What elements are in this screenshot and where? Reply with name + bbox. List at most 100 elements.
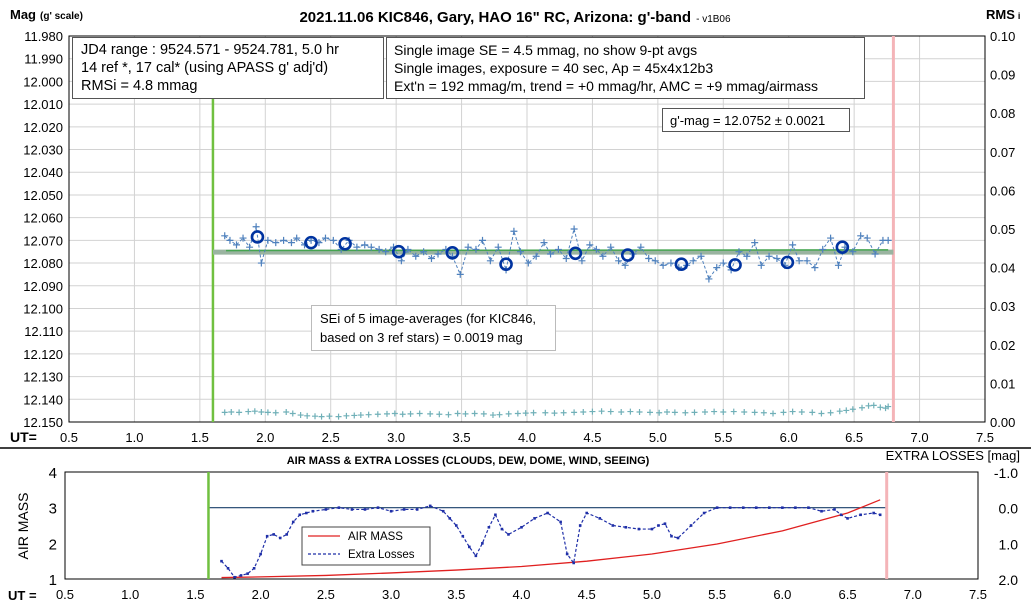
single-image-point [464, 243, 472, 251]
extra-losses-point [239, 574, 243, 577]
rmsi-point [542, 409, 549, 416]
y2-tick-label: 0.01 [990, 376, 1015, 391]
rmsi-point [374, 411, 381, 418]
single-image-point [226, 236, 234, 244]
rmsi-point [462, 410, 469, 417]
single-image-point [562, 255, 570, 263]
y-axis-label-sub: (g' scale) [40, 11, 83, 22]
rmsi-point [551, 410, 558, 417]
single-image-point [689, 257, 697, 265]
airmass-line [221, 499, 881, 579]
rmsi-point [730, 408, 737, 415]
y-tick-label-bottom: 1 [49, 572, 57, 589]
x-tick-label-bottom: 2.0 [252, 587, 270, 602]
plot-frame [68, 35, 986, 423]
gmag-box: g'-mag = 12.0752 ± 0.0021 [662, 108, 850, 132]
y-tick-label: 12.110 [24, 324, 63, 339]
extra-losses-point [846, 517, 849, 520]
rmsi-point [865, 402, 872, 409]
extra-losses-point [389, 509, 393, 513]
rmsi-point [318, 413, 325, 420]
rmsi-point [877, 404, 884, 411]
single-image-point [272, 239, 280, 247]
single-image-point [367, 243, 375, 251]
extra-losses-point [565, 552, 569, 556]
y2-tick-label: 0.02 [990, 338, 1015, 353]
rmsi-point [343, 412, 350, 419]
single-image-point [834, 261, 842, 269]
extra-losses-point [298, 513, 302, 517]
extra-losses-point [572, 561, 575, 565]
chart-title-main: 2021.11.06 KIC846, Gary, HAO 16" RC, Ari… [299, 9, 691, 26]
single-image-point [857, 232, 865, 240]
single-image-point [547, 250, 555, 258]
single-image-point [735, 248, 743, 256]
rmsi-point [304, 412, 311, 419]
extinction-text: Ext'n = 192 mmag/m, trend = +0 mmag/hr, … [394, 78, 819, 94]
rmsi-point [858, 404, 865, 411]
x-tick-label-bottom: 5.5 [708, 587, 726, 602]
rmsi-point [335, 413, 342, 420]
ref-stars-text: 14 ref *, 17 cal* (using APASS g' adj'd) [81, 60, 329, 76]
y2-tick-label: 0.07 [990, 145, 1015, 160]
single-image-point [434, 250, 442, 258]
rmsi-point [789, 408, 796, 415]
y-tick-label: 12.000 [23, 74, 63, 89]
single-image-point [651, 257, 659, 265]
y-axis-label-main: Mag [10, 7, 36, 22]
extra-losses-point [324, 508, 328, 511]
rmsi-point [471, 410, 478, 417]
rmsi-point [522, 410, 529, 417]
single-image-point [412, 252, 420, 260]
single-image-point [849, 248, 857, 256]
single-image-point [221, 232, 229, 240]
extra-losses-point [454, 524, 458, 527]
bottom-chart: 4 3 2 1 -1.0 0.0 1.0 2.0 0.5 1.0 1.5 2.0 2.5 3.0 3.5 4.… [8, 448, 1020, 603]
extra-losses-point [233, 575, 236, 579]
single-image-point [420, 248, 428, 256]
extra-losses-point [741, 506, 745, 509]
single-image-point [607, 243, 615, 251]
extra-losses-point [872, 511, 875, 515]
average-point [445, 246, 460, 260]
y2-tick-label: 0.05 [990, 222, 1015, 237]
single-image-point [486, 257, 494, 265]
extra-losses-point [715, 506, 719, 509]
extra-losses-point [657, 524, 660, 527]
single-image-point [667, 259, 675, 267]
single-image-point [621, 261, 629, 269]
rmsi-point [682, 409, 689, 416]
y2-tick-label-bottom: 2.0 [999, 572, 1019, 588]
y-tick-label: 12.090 [23, 279, 63, 294]
extra-losses-point [265, 534, 269, 538]
single-image-point [789, 241, 797, 249]
x-tick-label: 0.5 [60, 430, 78, 445]
single-image-point [586, 241, 594, 249]
single-image-point [456, 270, 464, 278]
x-tick-label-bottom: 4.5 [578, 587, 596, 602]
single-image-point [479, 236, 487, 244]
extra-losses-point [428, 504, 432, 508]
single-image-point [397, 257, 405, 265]
single-image-point [375, 245, 383, 253]
x-tick-label-bottom: 1.0 [121, 587, 139, 602]
single-image-point [329, 236, 337, 244]
single-image-point [697, 252, 705, 260]
rmsi-point [489, 412, 496, 419]
y-axis-label: Mag (g' scale) [10, 7, 83, 22]
rmsi-point [326, 413, 333, 420]
y-tick-label: 12.100 [23, 301, 63, 316]
y-tick-label: 11.980 [24, 29, 63, 44]
rmsi-point [589, 408, 596, 415]
x-tick-label-bottom: 6.0 [773, 587, 791, 602]
rmsi-point [228, 408, 235, 415]
rmsi-point [436, 411, 443, 418]
rmsi-point [701, 408, 708, 415]
extra-losses-point [676, 536, 680, 540]
y2-tick-label: 0.08 [990, 106, 1015, 121]
average-point [391, 244, 406, 259]
extra-losses-point [337, 506, 341, 509]
x-tick-label-bottom: 7.0 [904, 587, 922, 602]
